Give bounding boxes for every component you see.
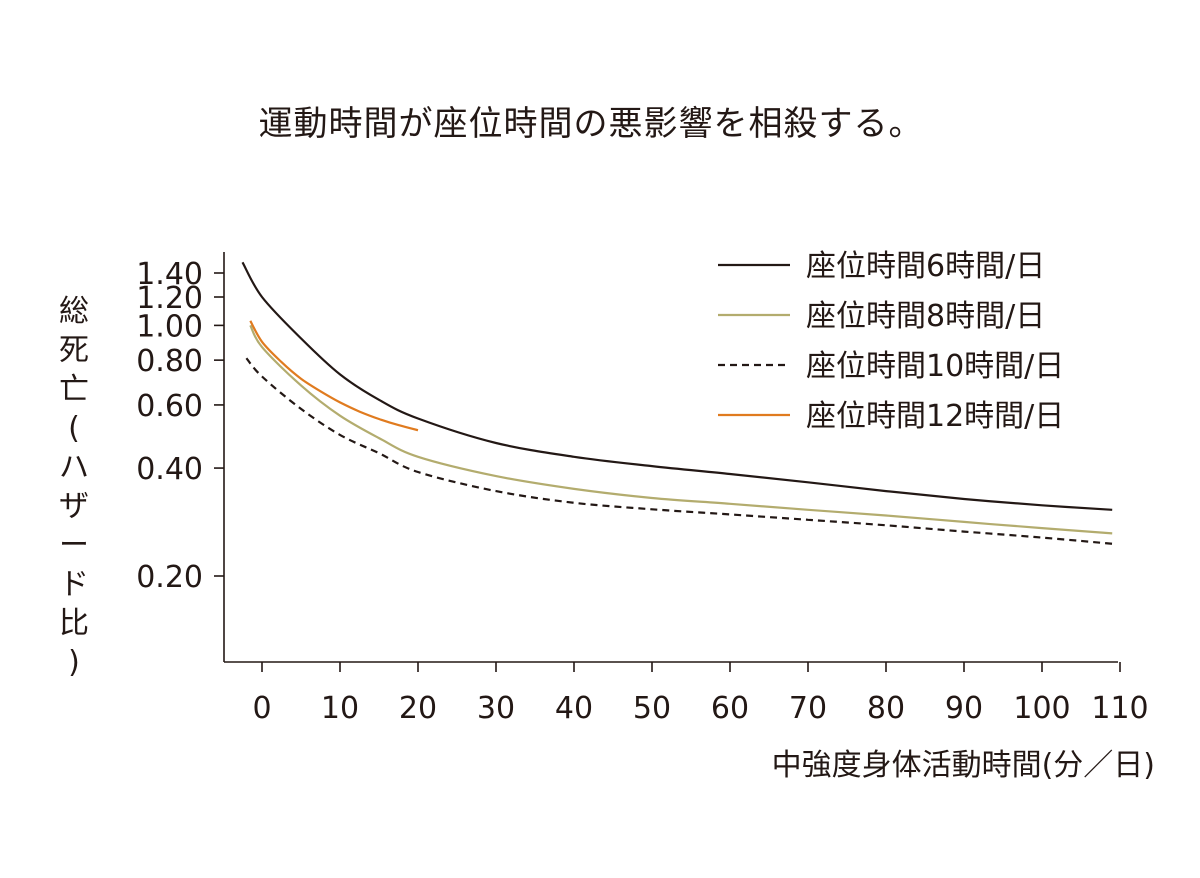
y-axis-label-char: 比 [59,606,89,641]
legend-label: 座位時間10時間/日 [806,349,1064,384]
y-axis-label-char: ) [68,645,80,680]
legend-label: 座位時間12時間/日 [806,399,1064,434]
x-tick-label: 100 [1013,691,1070,726]
y-tick-label: 1.20 [136,281,203,316]
y-axis-label-char: 死 [59,333,89,368]
series-line [245,357,1113,545]
series-layer [241,261,1113,545]
y-axis-label-char: ー [59,528,89,563]
x-tick-label: 60 [711,691,749,726]
y-tick-label: 0.80 [136,344,203,379]
y-axis-label-char: 総 [59,294,89,329]
x-tick-label: 40 [555,691,593,726]
x-axis-label: 中強度身体活動時間(分／日) [772,748,1155,783]
chart-title: 運動時間が座位時間の悪影響を相殺する。 [258,104,924,144]
x-tick-label: 110 [1091,691,1148,726]
series-line [249,320,419,432]
legend-label: 座位時間8時間/日 [806,299,1045,334]
y-tick-label: 1.00 [136,309,203,344]
x-tick-label: 10 [321,691,359,726]
x-tick-label: 80 [867,691,905,726]
series-line [241,261,1113,511]
x-tick-label: 90 [945,691,983,726]
y-axis-label-char: ハ [59,450,89,485]
x-tick-label: 0 [252,691,271,726]
x-tick-label: 30 [477,691,515,726]
y-axis-label-char: 亡 [59,372,89,407]
y-axis-label-char: ( [68,411,80,446]
y-tick-label: 0.20 [136,560,203,595]
legend-label: 座位時間6時間/日 [806,249,1045,284]
y-axis-label: 総死亡 ( ハザード比) [52,292,96,682]
y-axis-label-char: ド [59,567,89,602]
chart-axes: 0 10 20 30 40 50 60 70 80 90 100 110 1.401.201.000.8… [136,252,1149,726]
series-line [249,324,1113,535]
y-tick-label: 0.40 [136,452,203,487]
y-tick-label: 1.40 [136,257,203,292]
x-tick-label: 50 [633,691,671,726]
x-tick-label: 20 [399,691,437,726]
y-tick-label: 0.60 [136,389,203,424]
y-axis-label-char: ザ [59,489,89,524]
x-tick-label: 70 [789,691,827,726]
